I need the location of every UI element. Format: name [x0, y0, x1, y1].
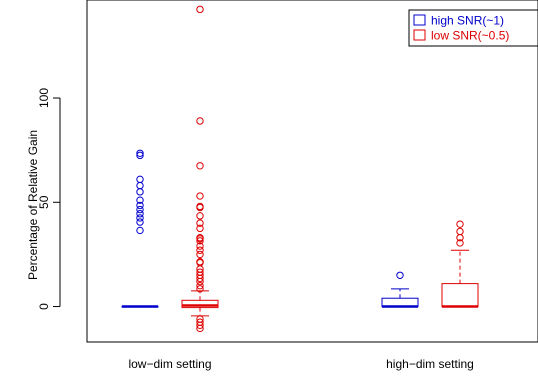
y-tick-label: 0: [37, 303, 51, 310]
outlier-point: [136, 218, 144, 226]
outlier-point: [196, 234, 204, 242]
outlier-point: [196, 258, 204, 266]
boxplot: [441, 220, 479, 308]
outlier-point: [196, 315, 204, 323]
outlier-point: [456, 239, 464, 247]
outlier-point: [196, 246, 204, 254]
plot-frame: [86, 0, 538, 343]
x-tick-label: high−dim setting: [386, 357, 474, 371]
outlier-point: [196, 224, 204, 233]
legend: high SNR(~1)low SNR(~0.5): [408, 9, 538, 47]
legend-label: low SNR(~0.5): [431, 29, 509, 43]
outlier-point: [196, 192, 204, 200]
outlier-point: [196, 242, 204, 250]
y-axis-label: Percentage of Relative Gain: [26, 130, 40, 280]
legend-swatch: [413, 14, 426, 26]
legend-box: [408, 9, 538, 47]
outlier-point: [196, 5, 204, 14]
outlier-point: [136, 149, 144, 157]
y-axis: 0 50 100: [37, 88, 61, 310]
outlier-point: [196, 237, 204, 245]
outlier-point: [136, 196, 144, 204]
boxplot: [381, 271, 419, 308]
outlier-point: [196, 212, 204, 220]
outlier-point: [136, 188, 144, 196]
y-tick-label: 50: [37, 195, 51, 209]
outlier-point: [456, 227, 464, 236]
outlier-point: [456, 220, 464, 228]
outlier-point: [136, 205, 144, 214]
x-tick-label: low−dim setting: [128, 357, 211, 371]
boxplot: [121, 149, 159, 308]
outlier-point: [136, 175, 144, 184]
x-axis: low−dim setting high−dim setting: [128, 357, 473, 371]
legend-swatch: [413, 29, 426, 41]
outlier-point: [136, 226, 144, 235]
box: [381, 297, 419, 308]
box: [441, 283, 479, 308]
outlier-point: [136, 181, 144, 190]
outlier-point: [196, 281, 204, 290]
outlier-point: [196, 250, 204, 259]
outlier-point: [196, 285, 204, 293]
outlier-point: [136, 201, 144, 210]
outlier-point: [196, 268, 204, 276]
boxplot: [181, 5, 219, 333]
box: [181, 299, 219, 309]
outlier-point: [196, 162, 204, 170]
outlier-point: [196, 117, 204, 125]
outlier-point: [136, 151, 144, 160]
outlier-point: [196, 219, 204, 227]
outlier-point: [396, 271, 404, 279]
outlier-point: [136, 210, 144, 218]
outlier-point: [196, 202, 204, 211]
legend-label: high SNR(~1): [431, 14, 504, 28]
outlier-point: [196, 318, 204, 326]
outlier-point: [136, 214, 144, 222]
plot-area: [121, 5, 479, 333]
y-tick-label: 100: [37, 88, 51, 108]
